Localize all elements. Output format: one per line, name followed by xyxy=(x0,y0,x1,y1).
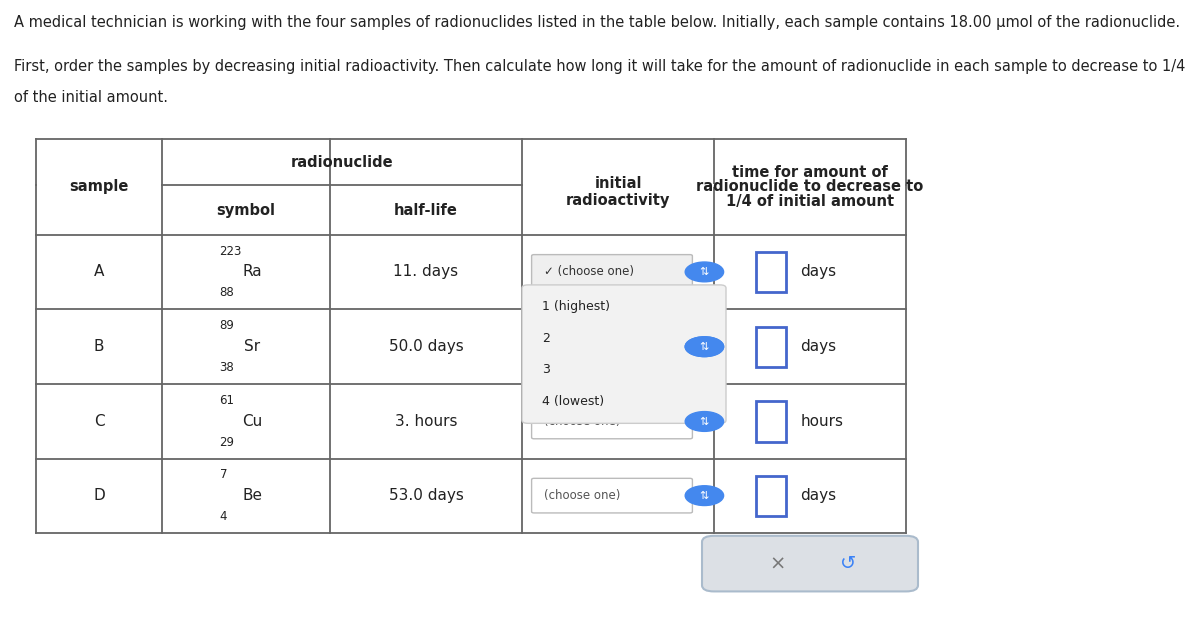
Text: time for amount of: time for amount of xyxy=(732,165,888,180)
Text: D: D xyxy=(94,488,104,503)
Text: days: days xyxy=(800,488,836,503)
Text: 61: 61 xyxy=(220,394,235,407)
Text: radionuclide to decrease to: radionuclide to decrease to xyxy=(696,179,924,195)
Text: days: days xyxy=(800,339,836,354)
Text: 89: 89 xyxy=(220,319,234,332)
Text: (choose one): (choose one) xyxy=(544,415,620,428)
Text: hours: hours xyxy=(800,414,844,429)
Text: 53.0 days: 53.0 days xyxy=(389,488,463,503)
Text: 38: 38 xyxy=(220,362,234,375)
Text: 50.0 days: 50.0 days xyxy=(389,339,463,354)
Text: ↺: ↺ xyxy=(840,554,857,573)
Text: C: C xyxy=(94,414,104,429)
Text: 3: 3 xyxy=(542,363,551,376)
Text: (choose one): (choose one) xyxy=(544,340,620,353)
Text: (choose one): (choose one) xyxy=(544,489,620,502)
Text: Cu: Cu xyxy=(242,414,262,429)
Text: 2: 2 xyxy=(542,332,551,345)
Bar xyxy=(756,326,786,367)
Text: ⇅: ⇅ xyxy=(700,342,709,352)
Bar xyxy=(37,184,161,187)
FancyBboxPatch shape xyxy=(532,255,692,289)
Text: ×: × xyxy=(769,554,786,573)
Text: 3. hours: 3. hours xyxy=(395,414,457,429)
Text: 4: 4 xyxy=(220,510,227,523)
FancyBboxPatch shape xyxy=(532,329,692,364)
Text: Be: Be xyxy=(242,488,262,503)
Text: 11. days: 11. days xyxy=(394,265,458,279)
Text: Sr: Sr xyxy=(244,339,260,354)
FancyBboxPatch shape xyxy=(532,478,692,513)
Text: 223: 223 xyxy=(220,245,242,258)
Text: A medical technician is working with the four samples of radionuclides listed in: A medical technician is working with the… xyxy=(14,15,1181,30)
Text: ⇅: ⇅ xyxy=(700,267,709,277)
Text: ✓ (choose one): ✓ (choose one) xyxy=(544,265,634,279)
Bar xyxy=(523,184,905,187)
Circle shape xyxy=(685,262,724,282)
Text: B: B xyxy=(94,339,104,354)
Text: ⇅: ⇅ xyxy=(700,417,709,426)
Text: 4 (lowest): 4 (lowest) xyxy=(542,395,605,408)
Text: ⇅: ⇅ xyxy=(700,491,709,501)
Text: symbol: symbol xyxy=(216,203,276,218)
Text: sample: sample xyxy=(70,179,128,195)
Bar xyxy=(756,402,786,441)
FancyBboxPatch shape xyxy=(522,285,726,423)
Text: 1 (highest): 1 (highest) xyxy=(542,300,611,313)
Bar xyxy=(756,476,786,515)
Text: 88: 88 xyxy=(220,286,234,299)
Text: initial: initial xyxy=(594,176,642,192)
Text: 1/4 of initial amount: 1/4 of initial amount xyxy=(726,193,894,209)
Bar xyxy=(756,252,786,292)
Text: half-life: half-life xyxy=(394,203,458,218)
Text: radionuclide: radionuclide xyxy=(290,154,394,170)
Text: of the initial amount.: of the initial amount. xyxy=(14,90,168,104)
Text: ⇅: ⇅ xyxy=(700,342,709,352)
Circle shape xyxy=(685,337,724,357)
Text: A: A xyxy=(94,265,104,279)
Circle shape xyxy=(685,337,724,357)
Text: 7: 7 xyxy=(220,468,227,481)
FancyBboxPatch shape xyxy=(702,536,918,591)
Text: 29: 29 xyxy=(220,436,235,449)
Circle shape xyxy=(685,486,724,506)
Text: Ra: Ra xyxy=(242,265,262,279)
Circle shape xyxy=(685,412,724,431)
Text: First, order the samples by decreasing initial radioactivity. Then calculate how: First, order the samples by decreasing i… xyxy=(14,59,1186,74)
Text: days: days xyxy=(800,265,836,279)
Text: radioactivity: radioactivity xyxy=(566,193,670,208)
FancyBboxPatch shape xyxy=(532,404,692,439)
Bar xyxy=(36,139,906,533)
